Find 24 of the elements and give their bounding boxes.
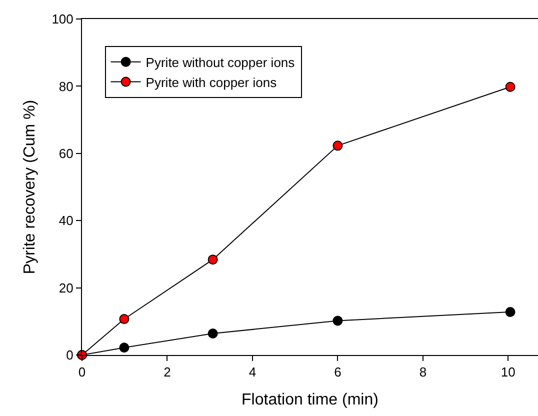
x-tick-label: 0 xyxy=(78,364,86,380)
point xyxy=(208,328,218,338)
y-tick-label: 100 xyxy=(52,12,74,27)
y-axis-title: Pyrite recovery (Cum %) xyxy=(22,100,39,274)
x-axis-title: Flotation time (min) xyxy=(242,391,378,408)
point xyxy=(208,254,218,265)
y-tick-label: 0 xyxy=(66,348,74,363)
point xyxy=(332,316,343,326)
x-tick-label: 8 xyxy=(419,364,427,380)
point xyxy=(119,314,130,324)
x-tick-label: 4 xyxy=(248,364,256,380)
point xyxy=(505,82,516,92)
x-tick-label: 10 xyxy=(500,364,516,380)
legend-label: Pyrite with copper ions xyxy=(146,74,278,90)
y-tick-label: 20 xyxy=(58,280,74,296)
point xyxy=(505,306,516,317)
point xyxy=(119,342,130,353)
y-tick-label: 40 xyxy=(58,213,74,228)
point xyxy=(332,140,343,151)
y-tick-label: 60 xyxy=(58,146,74,161)
x-tick-label: 6 xyxy=(334,364,342,380)
x-tick-label: 2 xyxy=(164,364,171,380)
y-tick-label: 80 xyxy=(58,78,74,94)
legend-label: Pyrite without copper ions xyxy=(146,54,296,70)
